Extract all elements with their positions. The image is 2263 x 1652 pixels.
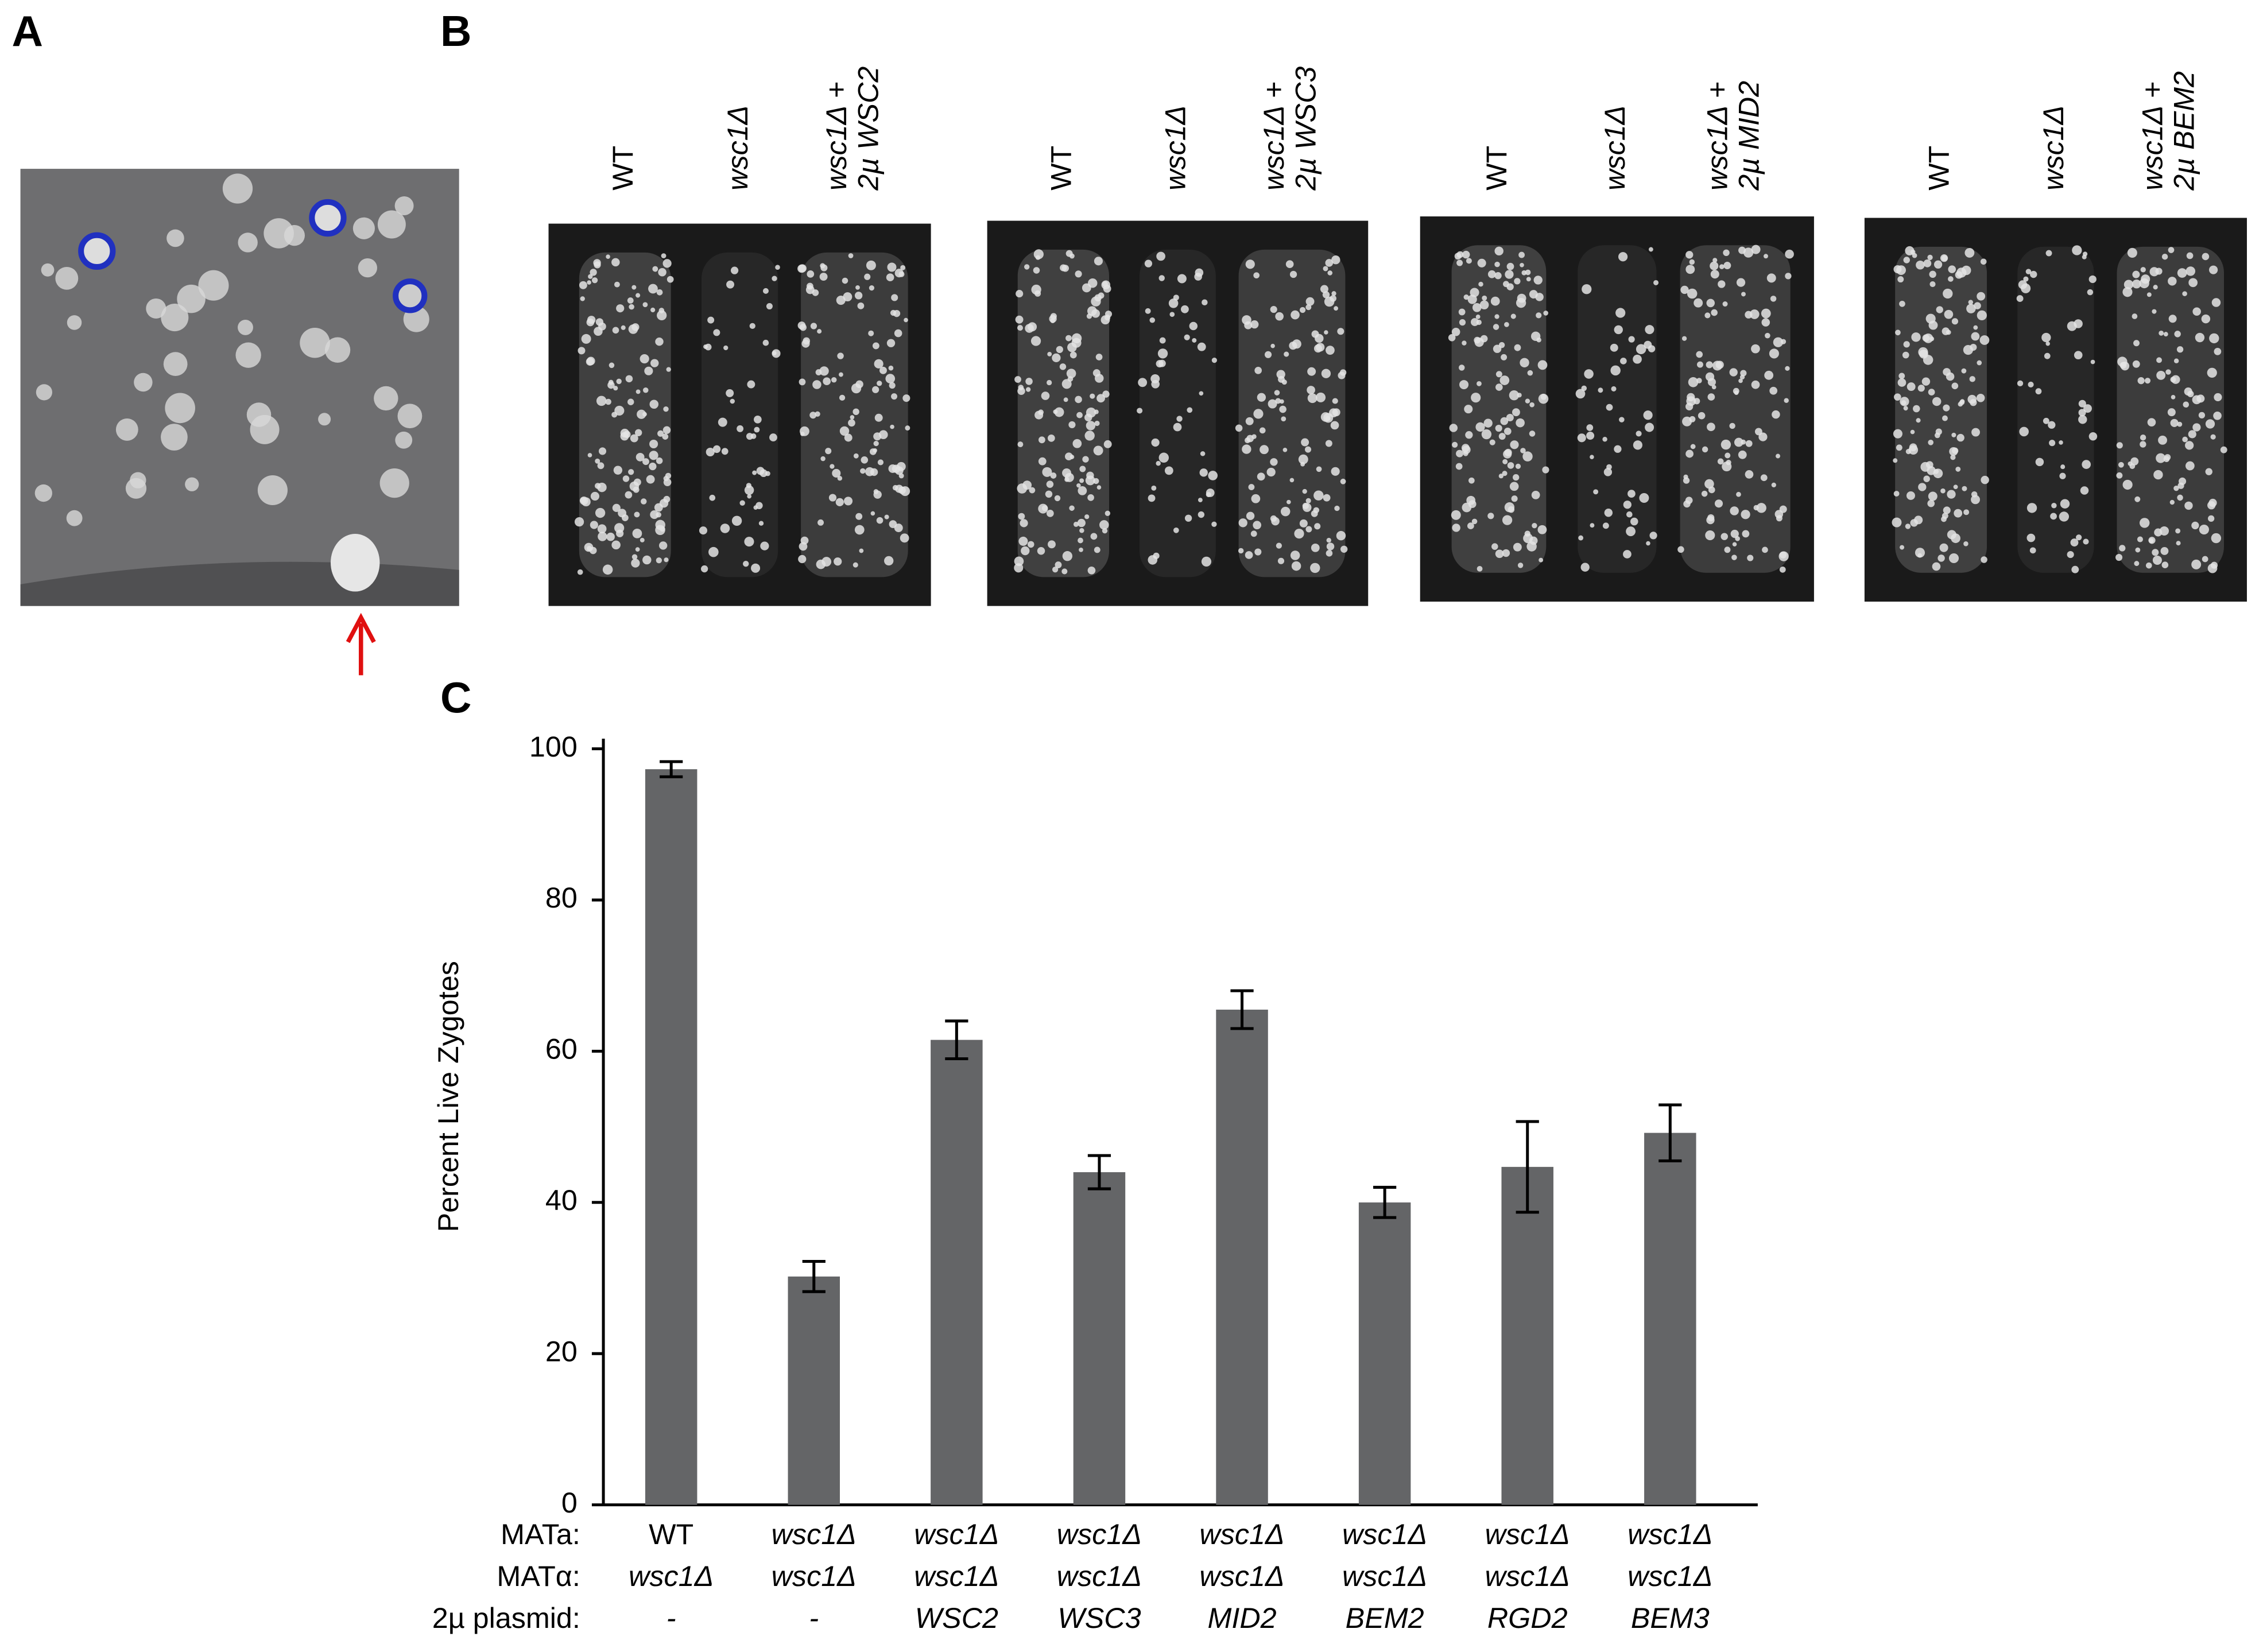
y-tick-label: 100	[529, 730, 578, 763]
x-tick-label: WSC2	[915, 1601, 998, 1634]
y-tick-label: 60	[545, 1033, 578, 1065]
y-tick-label: 20	[545, 1335, 578, 1367]
error-bar	[1516, 1120, 1539, 1214]
y-tick-label: 40	[545, 1184, 578, 1216]
lane-label: WT	[606, 146, 639, 191]
x-tick-label: wsc1Δ	[1199, 1518, 1284, 1550]
lane-label: 2µ BEM2	[2168, 71, 2200, 191]
error-bar	[1087, 1154, 1111, 1190]
bar	[1073, 1172, 1126, 1505]
x-tick-label: wsc1Δ	[772, 1560, 857, 1592]
lane-label: wsc1Δ +	[2136, 82, 2168, 191]
bar	[1501, 1166, 1553, 1505]
x-tick-label: WSC3	[1057, 1601, 1141, 1634]
x-tick-label: RGD2	[1487, 1601, 1568, 1634]
panel-label: C	[440, 674, 471, 722]
plate-photo	[1864, 218, 2247, 602]
plate-photo	[548, 223, 931, 606]
error-bar	[1373, 1185, 1397, 1219]
x-tick-label: wsc1Δ	[629, 1560, 714, 1592]
bar	[931, 1040, 983, 1505]
row-label: 2µ plasmid:	[432, 1601, 580, 1634]
error-bar	[660, 760, 683, 778]
x-tick-label: wsc1Δ	[1485, 1518, 1570, 1550]
lane-label: wsc1Δ	[721, 106, 754, 191]
lane-label: wsc1Δ	[1598, 106, 1631, 191]
x-tick-label: -	[809, 1601, 819, 1634]
error-bar	[945, 1019, 968, 1061]
x-tick-label: wsc1Δ	[1342, 1560, 1427, 1592]
lane-label: 2µ MID2	[1733, 81, 1765, 191]
y-axis-label: Percent Live Zygotes	[432, 961, 464, 1232]
x-tick-label: wsc1Δ	[1057, 1518, 1142, 1550]
x-tick-label: wsc1Δ	[1342, 1518, 1427, 1550]
x-tick-label: wsc1Δ	[1057, 1560, 1142, 1592]
error-bar	[1230, 989, 1254, 1030]
x-tick-label: WT	[649, 1518, 693, 1550]
bar	[645, 769, 698, 1505]
x-tick-label: MID2	[1207, 1601, 1276, 1634]
error-bar	[1658, 1103, 1682, 1162]
x-tick-label: wsc1Δ	[1485, 1560, 1570, 1592]
x-tick-label: wsc1Δ	[1628, 1518, 1712, 1550]
bar	[1216, 1009, 1268, 1505]
y-tick-label: 0	[561, 1486, 578, 1519]
x-tick-label: BEM3	[1631, 1601, 1710, 1634]
lane-label: WT	[1480, 146, 1513, 191]
bar	[1644, 1133, 1696, 1505]
x-tick-label: wsc1Δ	[914, 1560, 999, 1592]
plate-photo	[20, 169, 459, 676]
bar	[788, 1276, 840, 1505]
error-bar	[802, 1260, 826, 1293]
panel-label: B	[440, 7, 471, 55]
plate-photo	[987, 220, 1369, 606]
lane-label: 2µ WSC2	[851, 67, 884, 191]
lane-label: wsc1Δ	[2037, 106, 2070, 191]
plate-photo	[1420, 216, 1814, 602]
bar	[1358, 1202, 1411, 1505]
x-tick-label: -	[666, 1601, 676, 1634]
x-tick-label: wsc1Δ	[914, 1518, 999, 1550]
lane-label: WT	[1045, 146, 1078, 191]
row-label: MATa:	[501, 1518, 580, 1550]
lane-label: wsc1Δ +	[820, 82, 852, 191]
lane-label: 2µ WSC3	[1289, 67, 1322, 191]
row-label: MATα:	[497, 1560, 580, 1592]
lane-label: WT	[1922, 146, 1955, 191]
panel-label: A	[11, 7, 42, 55]
x-tick-label: wsc1Δ	[1199, 1560, 1284, 1592]
x-tick-label: wsc1Δ	[1628, 1560, 1712, 1592]
lane-label: wsc1Δ +	[1700, 82, 1733, 191]
x-tick-label: BEM2	[1346, 1601, 1424, 1634]
y-tick-label: 80	[545, 881, 578, 914]
lane-label: wsc1Δ	[1159, 106, 1192, 191]
lane-label: wsc1Δ +	[1257, 82, 1290, 191]
x-tick-label: wsc1Δ	[772, 1518, 857, 1550]
